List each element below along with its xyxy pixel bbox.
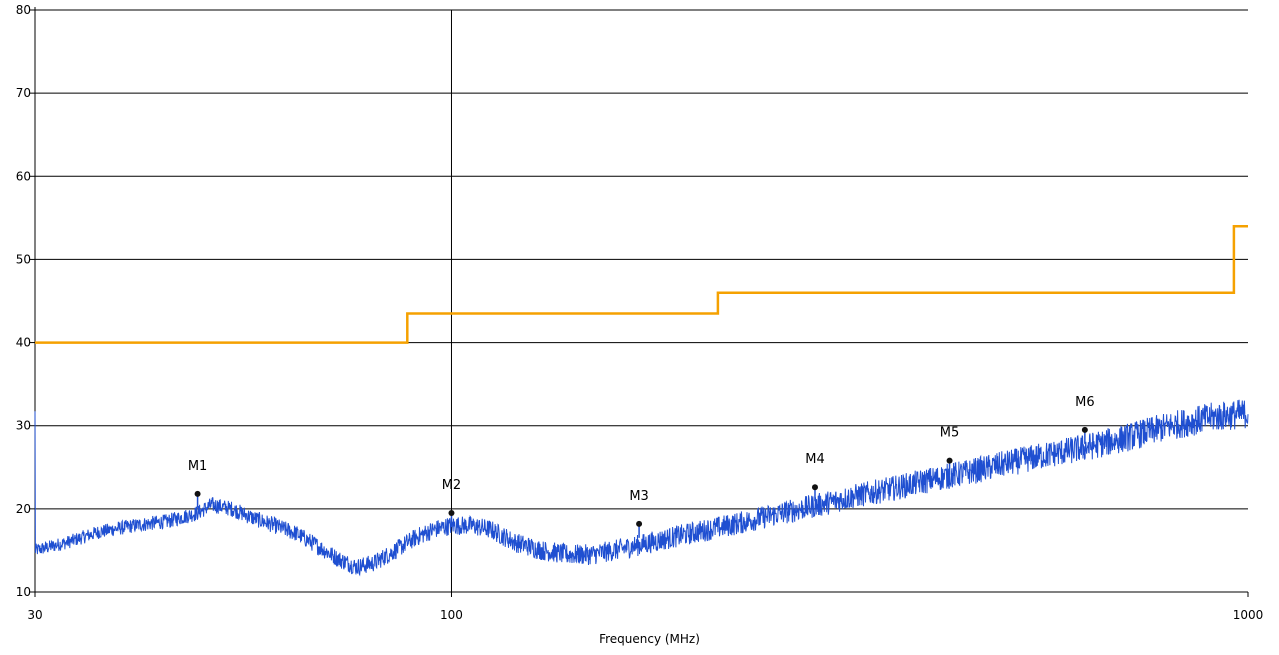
marker-point — [636, 520, 643, 527]
marker-point — [811, 484, 818, 491]
marker-point — [448, 510, 455, 517]
markers: M1 M2 M3 M4 M5 M6 — [188, 395, 1095, 538]
x-tick-label: 30 — [27, 608, 42, 622]
series — [34, 224, 1249, 577]
measurement-trace — [34, 399, 1249, 577]
x-tick-label: 100 — [440, 608, 463, 622]
y-tick-label: 10 — [16, 585, 31, 599]
x-axis-ticks: 30 100 1000 — [27, 592, 1263, 622]
y-tick-label: 40 — [16, 336, 31, 350]
marker-point — [946, 457, 953, 464]
x-tick-label: 1000 — [1233, 608, 1264, 622]
y-tick-label: 70 — [16, 86, 31, 100]
marker-label: M1 — [188, 459, 208, 474]
marker-point — [1081, 426, 1088, 433]
y-tick-label: 30 — [16, 419, 31, 433]
x-axis-title: Frequency (MHz) — [599, 632, 700, 646]
marker-label: M3 — [629, 489, 649, 504]
marker-label: M6 — [1075, 395, 1095, 410]
marker-label: M5 — [940, 426, 960, 441]
limit-line — [35, 224, 1248, 344]
y-tick-label: 60 — [16, 169, 31, 183]
marker-label: M4 — [805, 452, 825, 467]
y-axis-ticks: 10 20 30 40 50 60 70 80 — [16, 3, 35, 599]
y-tick-label: 80 — [16, 3, 31, 17]
marker-point — [194, 490, 201, 497]
y-tick-label: 50 — [16, 252, 31, 266]
y-tick-label: 20 — [16, 502, 31, 516]
marker-label: M2 — [442, 478, 462, 493]
